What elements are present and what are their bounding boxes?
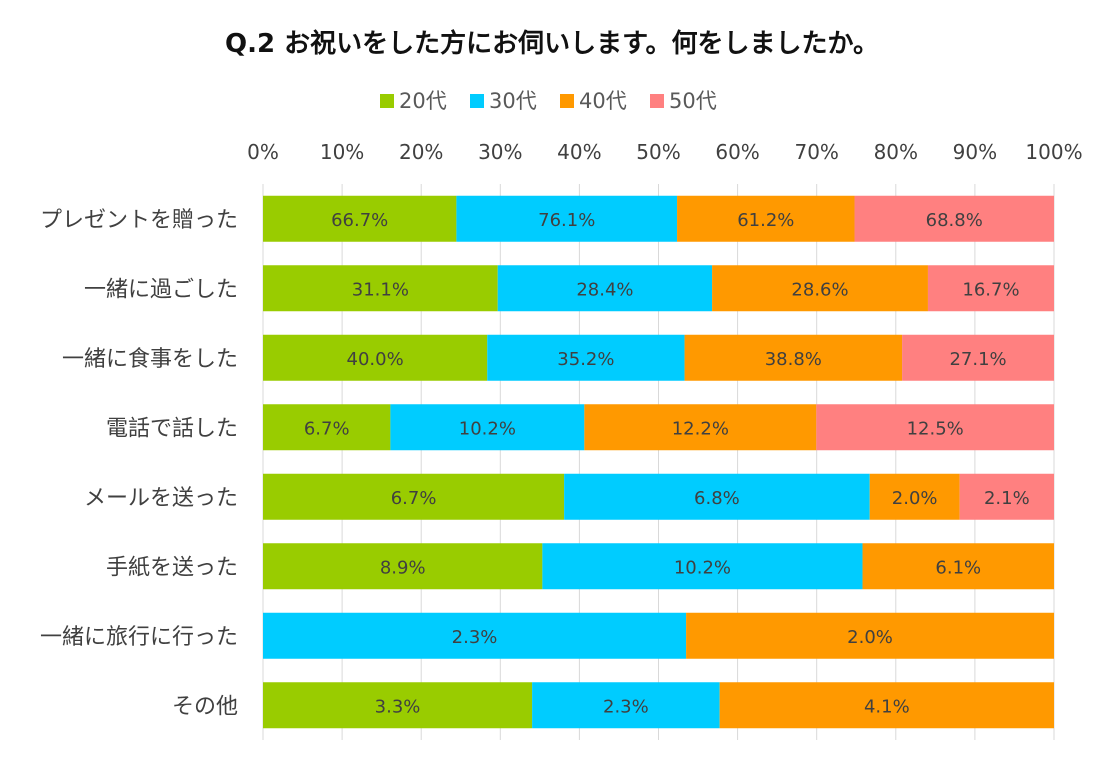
data-label: 10.2% <box>459 418 516 439</box>
data-label: 61.2% <box>737 210 794 231</box>
x-tick-label: 70% <box>794 140 838 164</box>
category-label-4: 電話で話した <box>106 416 238 441</box>
x-tick-label: 80% <box>874 140 918 164</box>
x-tick-label: 0% <box>247 140 279 164</box>
data-label: 3.3% <box>375 696 421 717</box>
data-label: 76.1% <box>538 210 595 231</box>
legend-swatch-4 <box>650 94 664 108</box>
data-label: 10.2% <box>674 557 731 578</box>
bars: 66.7% 76.1% 61.2% 68.8% 31.1% 28.4% 28.6% 16.7%… <box>263 195 1054 729</box>
bar-segment-5-2 <box>564 473 870 520</box>
data-label: 6.1% <box>935 557 981 578</box>
bar-segment-8-3 <box>719 682 1054 729</box>
bar-segment-4-3 <box>584 404 817 451</box>
x-tick-label: 100% <box>1025 140 1082 164</box>
data-label: 35.2% <box>557 349 614 370</box>
bar-segment-8-1 <box>263 682 533 729</box>
bar-segment-5-1 <box>263 473 565 520</box>
bar-segment-1-2 <box>456 195 678 242</box>
legend-label-4: 50代 <box>669 89 717 113</box>
bar-segment-4-4 <box>816 404 1054 451</box>
category-label-1: プレゼントを贈った <box>40 208 238 233</box>
data-label: 16.7% <box>962 279 1019 300</box>
data-label: 12.2% <box>672 418 729 439</box>
x-tick-label: 50% <box>636 140 680 164</box>
x-axis-ticks: 0% 10% 20% 30% 40% 50% 60% 70% 80% 90% 100% <box>247 140 1082 164</box>
bar-segment-7-3 <box>686 612 1054 659</box>
bar-segment-4-2 <box>390 404 585 451</box>
bar-segment-2-4 <box>927 265 1054 312</box>
x-tick-label: 20% <box>399 140 443 164</box>
legend-swatch-3 <box>560 94 574 108</box>
data-label: 28.6% <box>791 279 848 300</box>
bar-segment-3-1 <box>263 334 488 381</box>
x-tick-label: 60% <box>715 140 759 164</box>
bar-segment-1-1 <box>263 195 457 242</box>
bar-segment-8-2 <box>532 682 720 729</box>
data-label: 4.1% <box>864 696 910 717</box>
data-label: 31.1% <box>352 279 409 300</box>
data-label: 68.8% <box>926 210 983 231</box>
bar-segment-1-3 <box>677 195 855 242</box>
bar-segment-6-2 <box>542 543 863 590</box>
legend-swatch-2 <box>470 94 484 108</box>
bar-segment-4-1 <box>263 404 391 451</box>
category-label-3: 一緒に食事をした <box>62 347 238 372</box>
legend: 20代 30代 40代 50代 <box>380 89 717 113</box>
data-label: 6.8% <box>694 488 740 509</box>
bar-segment-7-2 <box>263 612 687 659</box>
chart-title: Q.2 お祝いをした方にお伺いします。何をしましたか。 <box>225 28 879 59</box>
bar-segment-6-3 <box>862 543 1054 590</box>
x-tick-label: 40% <box>557 140 601 164</box>
category-label-6: 手紙を送った <box>106 555 238 580</box>
category-labels: プレゼントを贈った一緒に過ごした一緒に食事をした電話で話したメールを送った手紙を… <box>40 208 238 720</box>
x-tick-label: 30% <box>478 140 522 164</box>
data-label: 66.7% <box>331 210 388 231</box>
bar-segment-5-4 <box>959 473 1054 520</box>
bar-segment-1-4 <box>854 195 1054 242</box>
legend-label-2: 30代 <box>489 89 537 113</box>
data-label: 2.0% <box>847 627 893 648</box>
data-label: 2.3% <box>603 696 649 717</box>
bar-segment-2-1 <box>263 265 498 312</box>
legend-label-3: 40代 <box>579 89 627 113</box>
category-label-2: 一緒に過ごした <box>84 277 238 302</box>
data-label: 2.1% <box>984 488 1030 509</box>
category-label-5: メールを送った <box>84 486 238 511</box>
legend-label-1: 20代 <box>399 89 447 113</box>
category-label-8: その他 <box>172 694 238 719</box>
category-label-7: 一緒に旅行に行った <box>40 625 238 650</box>
x-tick-label: 10% <box>320 140 364 164</box>
data-label: 38.8% <box>765 349 822 370</box>
data-label: 12.5% <box>907 418 964 439</box>
data-label: 6.7% <box>304 418 350 439</box>
data-label: 6.7% <box>391 488 437 509</box>
x-tick-label: 90% <box>953 140 997 164</box>
data-label: 2.3% <box>452 627 498 648</box>
bar-segment-2-2 <box>497 265 713 312</box>
data-label: 28.4% <box>576 279 633 300</box>
bar-segment-3-4 <box>902 334 1054 381</box>
bar-segment-6-1 <box>263 543 543 590</box>
legend-swatch-1 <box>380 94 394 108</box>
data-label: 2.0% <box>892 488 938 509</box>
data-label: 8.9% <box>380 557 426 578</box>
bar-segment-3-3 <box>684 334 903 381</box>
data-label: 27.1% <box>949 349 1006 370</box>
bar-segment-3-2 <box>487 334 685 381</box>
bar-segment-2-3 <box>712 265 928 312</box>
bar-segment-5-3 <box>869 473 960 520</box>
data-label: 40.0% <box>347 349 404 370</box>
